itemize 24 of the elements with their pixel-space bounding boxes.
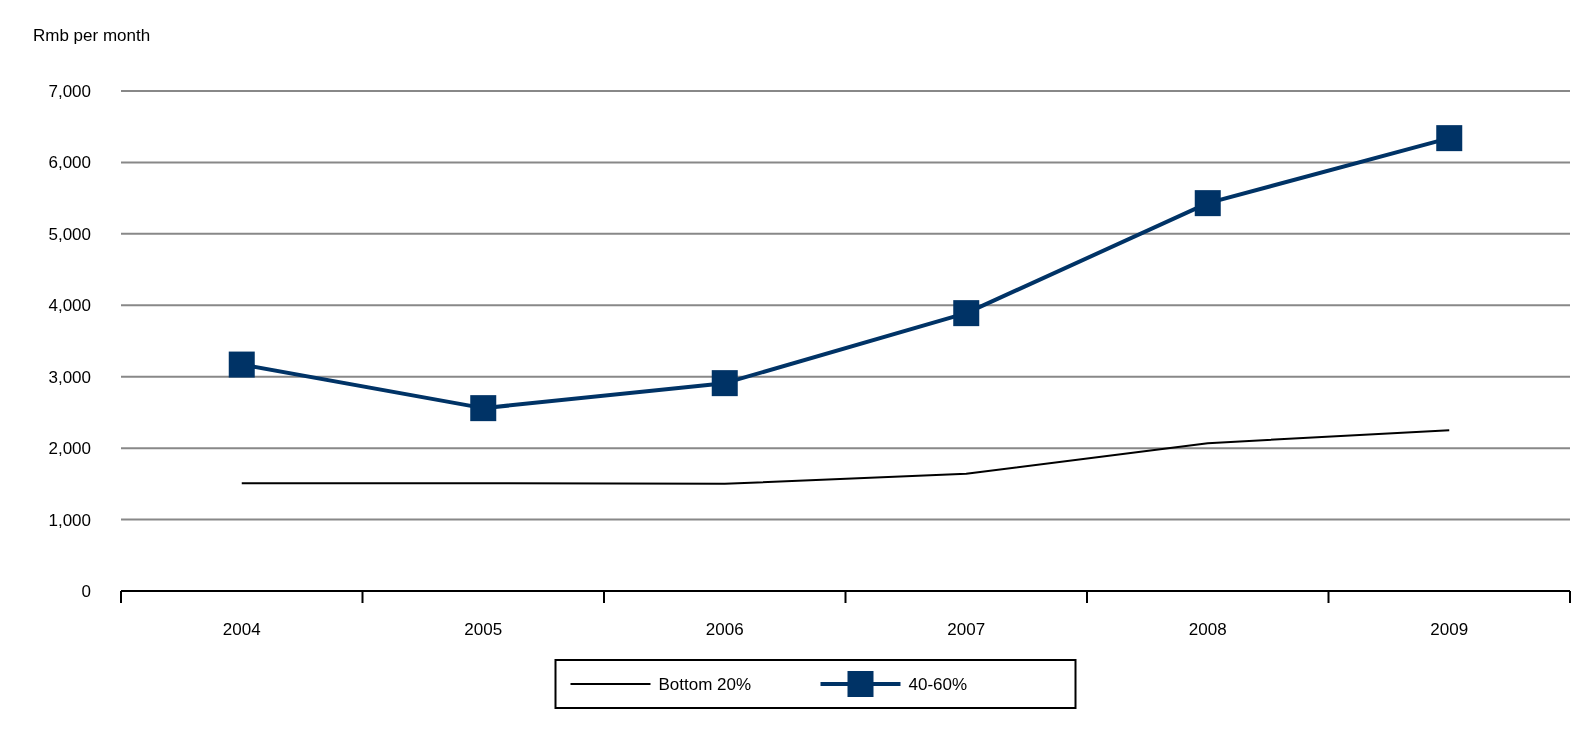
y-axis-title: Rmb per month <box>33 26 151 45</box>
point <box>953 300 980 327</box>
x-tick-label: 2007 <box>947 620 986 639</box>
point <box>470 395 497 422</box>
point <box>711 370 738 397</box>
y-tick-label: 1,000 <box>48 510 91 530</box>
point <box>1436 125 1463 152</box>
y-tick-label: 5,000 <box>48 224 91 244</box>
x-tick-label: 2004 <box>222 620 261 639</box>
point <box>1194 190 1221 217</box>
legend-label: Bottom 20% <box>658 674 752 694</box>
x-tick-label: 2009 <box>1430 620 1469 639</box>
y-tick-label: 0 <box>81 581 91 601</box>
y-tick-label: 3,000 <box>48 367 91 387</box>
y-tick-label: 2,000 <box>48 439 91 459</box>
x-tick-label: 2008 <box>1188 620 1227 639</box>
legend-label: 40-60% <box>908 674 968 694</box>
point <box>228 351 255 378</box>
x-tick-label: 2006 <box>705 620 744 639</box>
line-series <box>240 429 1451 485</box>
y-tick-label: 7,000 <box>48 81 91 101</box>
y-tick-label: 6,000 <box>48 153 91 173</box>
y-tick-label: 4,000 <box>48 296 91 316</box>
x-tick-label: 2005 <box>464 620 503 639</box>
